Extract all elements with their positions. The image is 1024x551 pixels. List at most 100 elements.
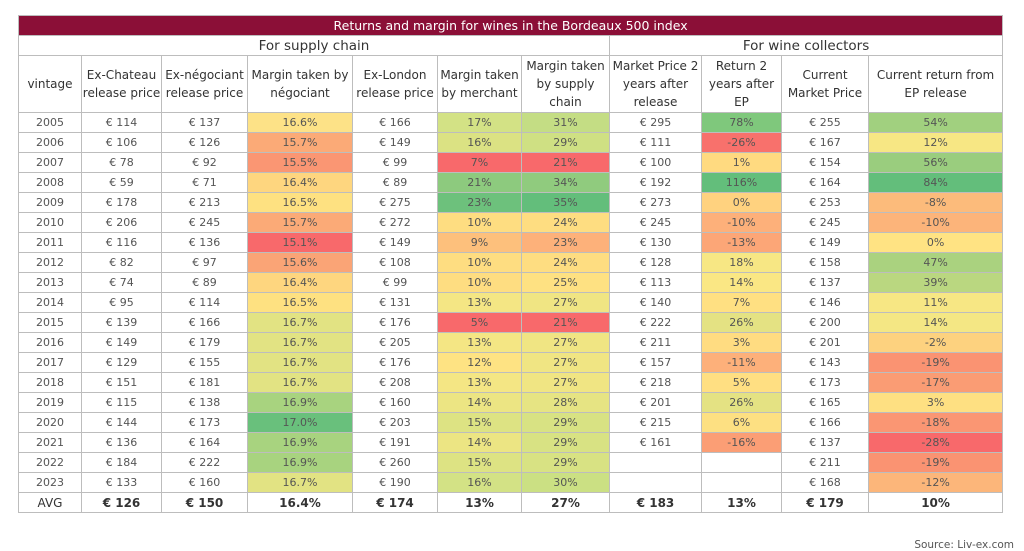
vintage-cell: 2006 [18, 132, 82, 153]
avg-cell: 10% [867, 492, 1004, 513]
vintage-cell: 2020 [18, 412, 82, 433]
table-cell: 10% [437, 212, 522, 233]
table-cell: -26% [701, 132, 782, 153]
table-cell: € 78 [81, 152, 162, 173]
table-cell: € 99 [352, 152, 438, 173]
vintage-cell: 2012 [18, 252, 82, 273]
column-header: Market Price 2 years after release [609, 55, 702, 113]
table-cell: 25% [521, 272, 610, 293]
table-cell: € 138 [161, 392, 248, 413]
table-container: Returns and margin for wines in the Bord… [17, 15, 1014, 551]
table-cell: € 184 [81, 452, 162, 473]
table-cell: € 146 [781, 292, 869, 313]
table-cell: € 99 [352, 272, 438, 293]
table-cell: € 201 [781, 332, 869, 353]
table-cell: € 190 [352, 472, 438, 493]
table-cell: € 113 [609, 272, 702, 293]
header-row: vintage Ex-Chateau release price Ex-négoci… [18, 55, 1004, 113]
column-header: vintage [18, 55, 82, 113]
table-cell: € 218 [609, 372, 702, 393]
table-cell: € 222 [609, 312, 702, 333]
vintage-cell: 2017 [18, 352, 82, 373]
table-cell: € 82 [81, 252, 162, 273]
table-cell: € 133 [81, 472, 162, 493]
table-cell: 56% [867, 152, 1004, 173]
table-cell: 23% [521, 232, 610, 253]
table-cell: € 164 [781, 172, 869, 193]
table-cell: 30% [521, 472, 610, 493]
table-cell: € 260 [352, 452, 438, 473]
table-cell: € 114 [161, 292, 248, 313]
table-cell: 10% [437, 252, 522, 273]
table-cell: 18% [701, 252, 782, 273]
vintage-cell: 2021 [18, 432, 82, 453]
table-cell: -19% [867, 452, 1004, 473]
table-cell: € 167 [781, 132, 869, 153]
table-cell: 13% [437, 372, 522, 393]
table-cell: € 92 [161, 152, 248, 173]
table-cell: 21% [521, 152, 610, 173]
table-cell: 16% [437, 472, 522, 493]
table-cell: 11% [867, 292, 1004, 313]
table-cell: € 168 [781, 472, 869, 493]
table-cell: 16.7% [247, 472, 353, 493]
table-cell: € 95 [81, 292, 162, 313]
table-cell: € 149 [81, 332, 162, 353]
table-cell: € 139 [81, 312, 162, 333]
table-row: 2015 € 139 € 166 16.7% € 176 5% 21% € 222 26% € 2… [18, 312, 1004, 333]
table-cell: € 116 [81, 232, 162, 253]
table-cell: € 154 [781, 152, 869, 173]
table-cell: € 136 [81, 432, 162, 453]
table-cell: 29% [521, 132, 610, 153]
table-cell: € 89 [352, 172, 438, 193]
table-cell: 24% [521, 212, 610, 233]
table-cell: 78% [701, 112, 782, 133]
table-cell: 5% [701, 372, 782, 393]
table-cell: 24% [521, 252, 610, 273]
table-cell: 27% [521, 372, 610, 393]
column-header: Current Market Price [781, 55, 869, 113]
table-cell: -10% [867, 212, 1004, 233]
table-cell: -16% [701, 432, 782, 453]
table-cell: € 160 [161, 472, 248, 493]
group-supply-chain: For supply chain [18, 35, 610, 56]
table-cell: € 273 [609, 192, 702, 213]
table-cell: € 179 [161, 332, 248, 353]
table-cell: 3% [701, 332, 782, 353]
table-cell: € 144 [81, 412, 162, 433]
table-cell: -12% [867, 472, 1004, 493]
table-cell: € 178 [81, 192, 162, 213]
table-cell: 16.4% [247, 172, 353, 193]
table-cell: 7% [437, 152, 522, 173]
table-cell: -17% [867, 372, 1004, 393]
table-cell: € 206 [81, 212, 162, 233]
avg-cell: 16.4% [247, 492, 353, 513]
table-cell: 14% [437, 392, 522, 413]
table-cell: € 137 [781, 432, 869, 453]
table-cell: 13% [437, 332, 522, 353]
table-cell: 15.6% [247, 252, 353, 273]
table-cell: 27% [521, 352, 610, 373]
table-cell: € 245 [161, 212, 248, 233]
table-cell: € 137 [161, 112, 248, 133]
table-row: 2017 € 129 € 155 16.7% € 176 12% 27% € 157 -11% €… [18, 352, 1004, 373]
table-cell: 14% [437, 432, 522, 453]
table-cell: 26% [701, 392, 782, 413]
table-row: 2009 € 178 € 213 16.5% € 275 23% 35% € 273 0% € 2… [18, 192, 1004, 213]
table-cell: € 211 [781, 452, 869, 473]
table-cell: € 295 [609, 112, 702, 133]
table-cell: € 111 [609, 132, 702, 153]
table-row: 2020 € 144 € 173 17.0% € 203 15% 29% € 215 6% € 1… [18, 412, 1004, 433]
table-cell: 39% [867, 272, 1004, 293]
table-cell: 1% [701, 152, 782, 173]
table-cell: 16.7% [247, 372, 353, 393]
table-cell: € 97 [161, 252, 248, 273]
table-cell: € 166 [161, 312, 248, 333]
table-cell: € 157 [609, 352, 702, 373]
table-row: 2014 € 95 € 114 16.5% € 131 13% 27% € 140 7% € 14… [18, 292, 1004, 313]
table-row: 2022 € 184 € 222 16.9% € 260 15% 29% € 211 -19% [18, 452, 1004, 473]
table-cell: € 176 [352, 352, 438, 373]
table-cell: -2% [867, 332, 1004, 353]
table-cell: 16.9% [247, 432, 353, 453]
table-cell: 15.7% [247, 212, 353, 233]
